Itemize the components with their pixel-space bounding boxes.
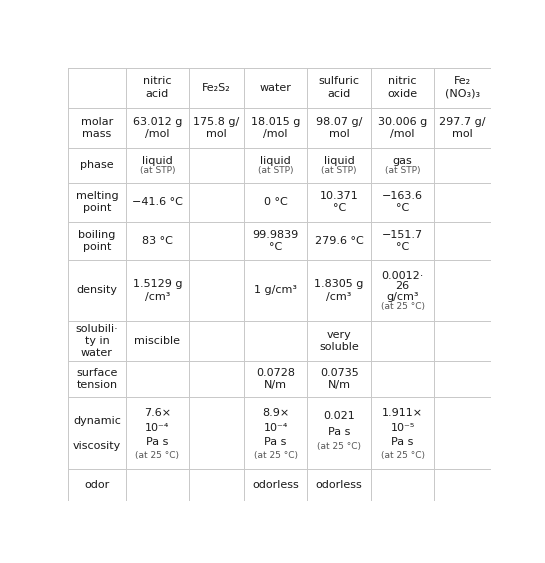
Text: 99.9839
°C: 99.9839 °C — [252, 230, 299, 252]
Text: (at STP): (at STP) — [322, 166, 357, 175]
Text: (at 25 °C): (at 25 °C) — [317, 441, 361, 450]
Text: 0.021: 0.021 — [323, 411, 355, 421]
Text: 1.911×: 1.911× — [382, 408, 423, 418]
Text: −151.7
°C: −151.7 °C — [382, 230, 423, 252]
Text: 26: 26 — [396, 282, 410, 292]
Text: boiling
point: boiling point — [78, 230, 116, 252]
Text: melting
point: melting point — [76, 191, 118, 213]
Text: (at 25 °C): (at 25 °C) — [380, 451, 425, 460]
Text: (at STP): (at STP) — [385, 166, 420, 175]
Text: 0.0012·: 0.0012· — [382, 271, 424, 282]
Text: 0.0728
N/m: 0.0728 N/m — [256, 368, 295, 390]
Text: 83 °C: 83 °C — [142, 236, 173, 246]
Text: liquid: liquid — [324, 156, 354, 166]
Text: (at STP): (at STP) — [140, 166, 175, 175]
Text: very
soluble: very soluble — [319, 330, 359, 352]
Text: solubili·
ty in
water: solubili· ty in water — [76, 324, 118, 358]
Text: g/cm³: g/cm³ — [386, 292, 419, 302]
Text: surface
tension: surface tension — [76, 368, 118, 390]
Text: odorless: odorless — [252, 480, 299, 490]
Text: liquid: liquid — [261, 156, 291, 166]
Text: 30.006 g
/mol: 30.006 g /mol — [378, 117, 427, 139]
Text: nitric
acid: nitric acid — [143, 77, 172, 99]
Text: 7.6×: 7.6× — [144, 408, 171, 418]
Text: Fe₂
(NO₃)₃: Fe₂ (NO₃)₃ — [445, 77, 480, 99]
Text: 1.8305 g
/cm³: 1.8305 g /cm³ — [314, 279, 364, 302]
Text: odor: odor — [84, 480, 110, 490]
Text: 63.012 g
/mol: 63.012 g /mol — [133, 117, 182, 139]
Text: Fe₂S₂: Fe₂S₂ — [202, 83, 231, 93]
Text: 10⁻⁴: 10⁻⁴ — [146, 423, 169, 433]
Text: (at 25 °C): (at 25 °C) — [380, 302, 425, 311]
Text: phase: phase — [80, 160, 114, 171]
Text: 18.015 g
/mol: 18.015 g /mol — [251, 117, 300, 139]
Text: 0 °C: 0 °C — [264, 197, 288, 207]
Text: liquid: liquid — [142, 156, 173, 166]
Text: Pa s: Pa s — [264, 437, 287, 447]
Text: gas: gas — [393, 156, 413, 166]
Text: 297.7 g/
mol: 297.7 g/ mol — [439, 117, 486, 139]
Text: miscible: miscible — [135, 336, 180, 346]
Text: 10.371
°C: 10.371 °C — [320, 191, 359, 213]
Text: molar
mass: molar mass — [81, 117, 113, 139]
Text: 279.6 °C: 279.6 °C — [315, 236, 364, 246]
Text: sulfuric
acid: sulfuric acid — [319, 77, 360, 99]
Text: nitric
oxide: nitric oxide — [387, 77, 417, 99]
Text: odorless: odorless — [316, 480, 362, 490]
Text: dynamic

viscosity: dynamic viscosity — [73, 415, 121, 450]
Text: (at STP): (at STP) — [258, 166, 293, 175]
Text: 10⁻⁴: 10⁻⁴ — [263, 423, 288, 433]
Text: 8.9×: 8.9× — [262, 408, 289, 418]
Text: Pa s: Pa s — [146, 437, 168, 447]
Text: Pa s: Pa s — [328, 427, 350, 437]
Text: water: water — [260, 83, 292, 93]
Text: 10⁻⁵: 10⁻⁵ — [390, 423, 415, 433]
Text: Pa s: Pa s — [391, 437, 414, 447]
Text: (at 25 °C): (at 25 °C) — [253, 451, 298, 460]
Text: 1 g/cm³: 1 g/cm³ — [254, 285, 297, 296]
Text: density: density — [76, 285, 117, 296]
Text: 1.5129 g
/cm³: 1.5129 g /cm³ — [133, 279, 182, 302]
Text: (at 25 °C): (at 25 °C) — [136, 451, 179, 460]
Text: −41.6 °C: −41.6 °C — [132, 197, 183, 207]
Text: 0.0735
N/m: 0.0735 N/m — [320, 368, 359, 390]
Text: 175.8 g/
mol: 175.8 g/ mol — [193, 117, 240, 139]
Text: 98.07 g/
mol: 98.07 g/ mol — [316, 117, 362, 139]
Text: −163.6
°C: −163.6 °C — [382, 191, 423, 213]
